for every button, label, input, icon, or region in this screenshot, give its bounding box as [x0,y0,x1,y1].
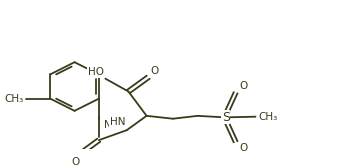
Text: NH: NH [104,120,119,130]
Text: HO: HO [88,67,103,77]
Text: HN: HN [109,117,125,127]
Text: CH₃: CH₃ [258,112,277,122]
Text: O: O [239,143,247,153]
Text: CH₃: CH₃ [5,94,24,104]
Text: O: O [150,66,158,76]
Text: S: S [222,111,230,124]
Text: O: O [239,81,247,92]
Text: O: O [71,157,80,167]
